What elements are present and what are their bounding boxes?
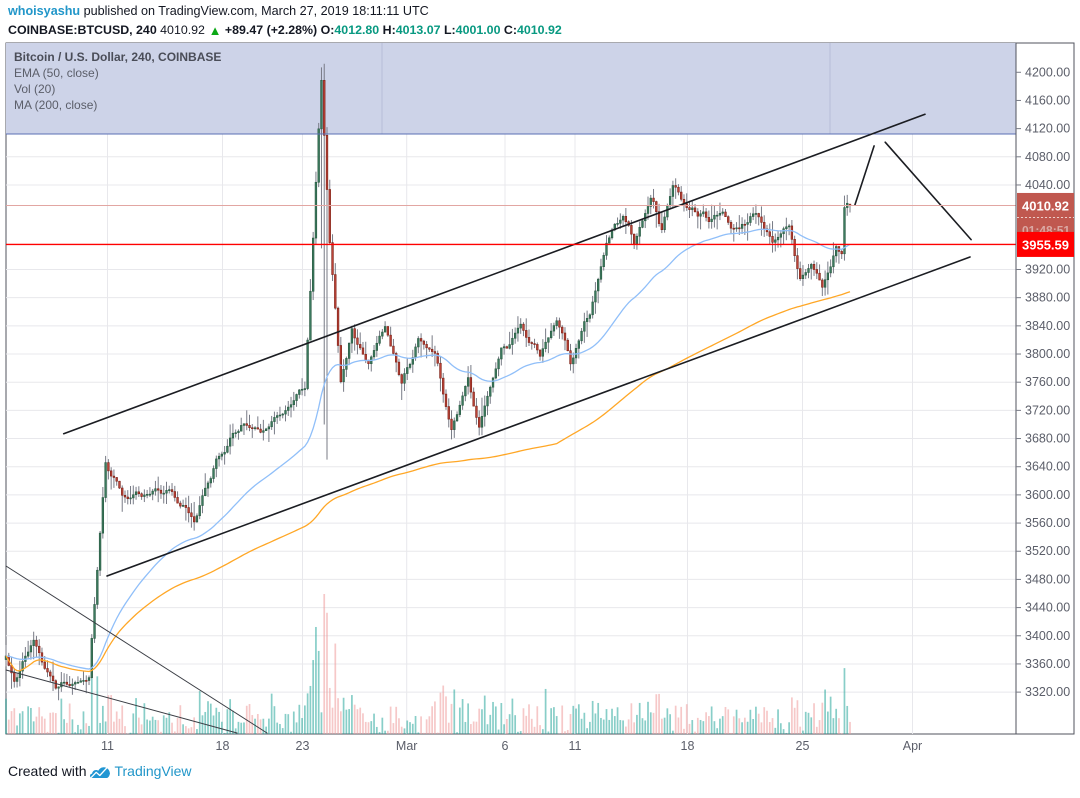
svg-text:4010.92: 4010.92: [1022, 198, 1069, 213]
svg-text:3840.00: 3840.00: [1025, 319, 1070, 333]
svg-text:4080.00: 4080.00: [1025, 150, 1070, 164]
svg-text:3600.00: 3600.00: [1025, 488, 1070, 502]
svg-text:3480.00: 3480.00: [1025, 572, 1070, 586]
svg-text:4160.00: 4160.00: [1025, 93, 1070, 107]
svg-text:3520.00: 3520.00: [1025, 544, 1070, 558]
svg-text:3800.00: 3800.00: [1025, 347, 1070, 361]
svg-text:11: 11: [101, 739, 114, 753]
svg-text:3640.00: 3640.00: [1025, 460, 1070, 474]
svg-text:23: 23: [296, 739, 310, 753]
svg-text:3440.00: 3440.00: [1025, 601, 1070, 615]
svg-text:11: 11: [569, 739, 582, 753]
svg-text:25: 25: [796, 739, 810, 753]
svg-text:18: 18: [216, 739, 230, 753]
svg-text:6: 6: [502, 739, 509, 753]
svg-text:3680.00: 3680.00: [1025, 432, 1070, 446]
svg-text:3955.59: 3955.59: [1022, 237, 1069, 252]
svg-text:3720.00: 3720.00: [1025, 403, 1070, 417]
svg-text:4120.00: 4120.00: [1025, 122, 1070, 136]
svg-text:3760.00: 3760.00: [1025, 375, 1070, 389]
svg-text:3560.00: 3560.00: [1025, 516, 1070, 530]
svg-text:18: 18: [681, 739, 695, 753]
svg-text:3880.00: 3880.00: [1025, 291, 1070, 305]
svg-text:3360.00: 3360.00: [1025, 657, 1070, 671]
svg-text:4200.00: 4200.00: [1025, 65, 1070, 79]
svg-text:Mar: Mar: [396, 739, 418, 753]
svg-text:4040.00: 4040.00: [1025, 178, 1070, 192]
svg-text:3400.00: 3400.00: [1025, 629, 1070, 643]
svg-text:Apr: Apr: [903, 739, 922, 753]
svg-text:3320.00: 3320.00: [1025, 685, 1070, 699]
svg-text:3920.00: 3920.00: [1025, 263, 1070, 277]
